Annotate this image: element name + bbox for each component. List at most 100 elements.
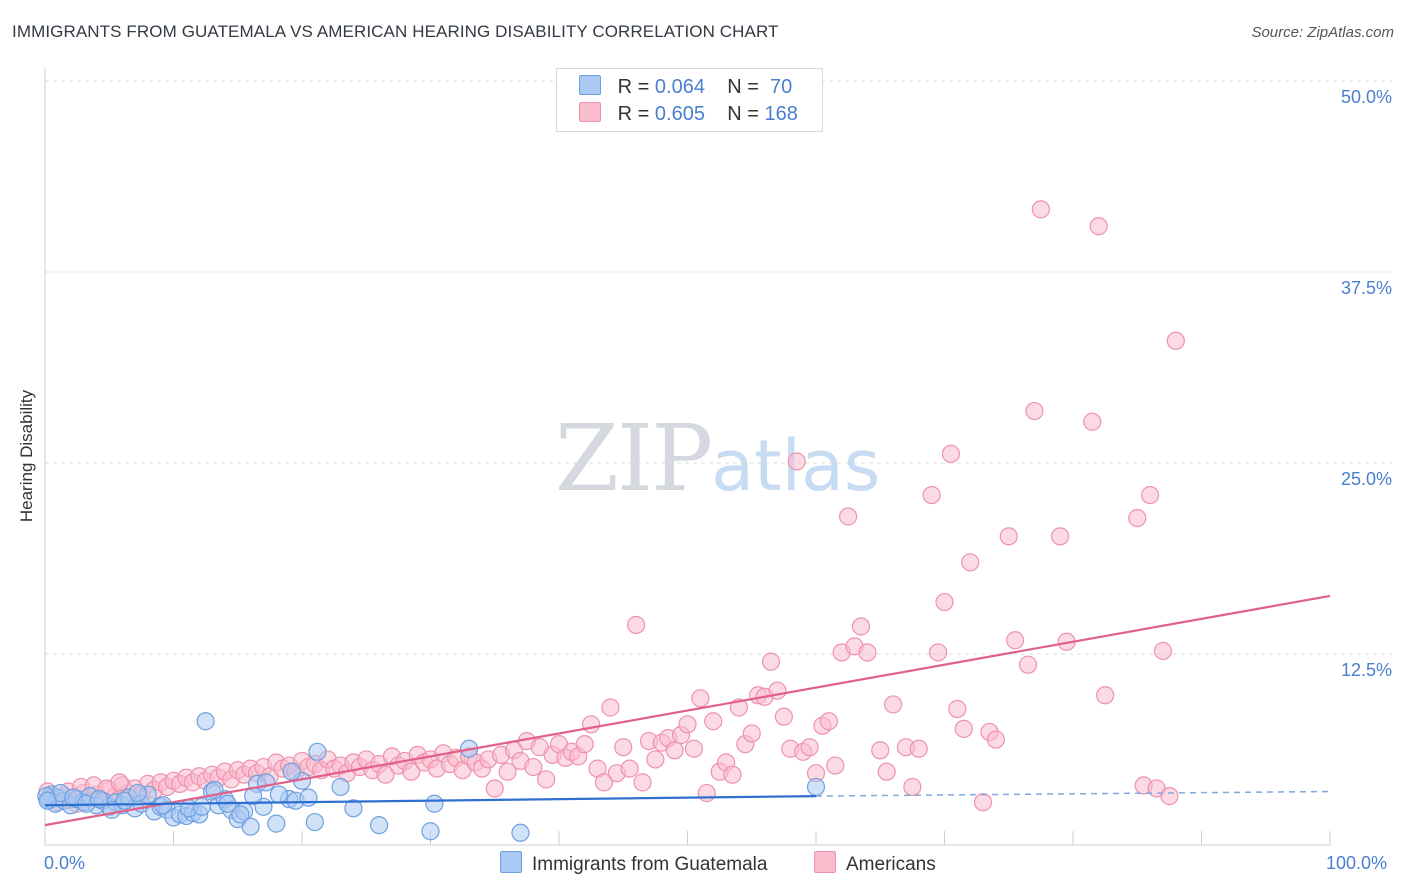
data-point <box>646 750 665 769</box>
data-point <box>537 770 556 789</box>
source-label: Source: ZipAtlas.com <box>1251 24 1394 41</box>
data-point <box>1051 527 1070 546</box>
bottom-legend-guatemala: Immigrants from Guatemala <box>500 851 767 877</box>
data-point <box>196 712 215 731</box>
trend-line-guatemala-extension <box>815 790 1331 797</box>
data-point <box>1025 401 1044 421</box>
data-point <box>633 773 652 792</box>
data-point <box>575 735 594 754</box>
bottom-legend-americans: Americans <box>814 851 936 877</box>
data-point <box>231 805 250 824</box>
y-tick-37-5: 37.5% <box>1340 278 1392 298</box>
data-point <box>1089 217 1108 236</box>
data-point <box>282 762 301 781</box>
data-point <box>986 730 1006 749</box>
data-point <box>1031 200 1050 219</box>
watermark-zip: ZIP <box>555 405 713 512</box>
data-point <box>697 783 716 803</box>
data-point <box>858 643 877 662</box>
data-point <box>774 707 793 726</box>
legend-r-value: 0.064 <box>654 76 705 98</box>
data-point <box>1006 631 1025 650</box>
data-point <box>948 699 967 719</box>
x-tick-0: 0.0% <box>44 853 86 873</box>
data-point <box>761 652 781 671</box>
y-tick-12-5: 12.5% <box>1340 660 1392 680</box>
grid-lines <box>45 80 1392 655</box>
data-point <box>485 779 504 798</box>
data-point <box>269 785 288 804</box>
data-point <box>787 452 806 471</box>
data-point <box>684 739 704 758</box>
data-point <box>511 823 530 842</box>
data-point <box>620 759 639 778</box>
legend-n-label: N = <box>727 76 759 98</box>
watermark: ZIPatlas <box>555 405 880 512</box>
data-point <box>903 777 922 797</box>
data-point <box>871 741 890 760</box>
data-point <box>742 724 761 743</box>
legend-r-label: R = <box>617 76 650 98</box>
data-point <box>498 762 517 781</box>
data-point <box>308 742 327 761</box>
legend-n-value: 168 <box>764 103 798 125</box>
data-point <box>806 777 826 797</box>
data-point <box>256 773 276 792</box>
data-point <box>704 712 723 731</box>
data-point <box>376 765 395 784</box>
data-point <box>1140 485 1160 505</box>
data-point <box>1160 787 1179 806</box>
data-point <box>851 617 871 636</box>
data-point <box>928 643 948 662</box>
data-point <box>883 695 903 714</box>
x-tick-100: 100.0% <box>1326 853 1388 873</box>
data-point <box>826 756 845 775</box>
data-point <box>128 783 147 803</box>
bottom-legend-label-guatemala: Immigrants from Guatemala <box>532 854 768 875</box>
data-point <box>665 741 684 760</box>
data-point <box>909 739 928 758</box>
data-point <box>1018 655 1038 674</box>
data-point <box>192 797 211 816</box>
chart-title: IMMIGRANTS FROM GUATEMALA VS AMERICAN HE… <box>12 22 779 41</box>
data-point <box>954 719 973 738</box>
data-point <box>267 814 286 833</box>
correlation-legend: R = 0.064 N = 70 R = 0.605 N = 168 <box>556 68 823 132</box>
data-point <box>305 812 324 832</box>
data-point <box>601 698 620 717</box>
data-point <box>38 791 57 810</box>
data-point <box>1153 641 1173 661</box>
data-point <box>678 715 697 734</box>
data-point <box>582 715 601 734</box>
data-point <box>614 738 633 757</box>
data-point <box>331 777 350 797</box>
data-point <box>1083 412 1102 431</box>
y-tick-50: 50.0% <box>1340 87 1392 107</box>
data-point <box>819 712 838 731</box>
data-point <box>89 790 109 809</box>
data-point <box>800 738 819 757</box>
data-point <box>1128 508 1147 528</box>
data-point <box>922 485 941 505</box>
legend-swatch-americans <box>579 102 601 122</box>
data-point <box>961 553 980 572</box>
data-point <box>421 822 440 841</box>
trend-line-guatemala <box>44 795 817 807</box>
data-point <box>973 793 993 812</box>
data-point <box>241 817 260 836</box>
data-point <box>1096 686 1115 705</box>
axes <box>44 68 1331 846</box>
bottom-legend-swatch-americans <box>814 851 836 873</box>
data-point <box>941 444 961 463</box>
data-point <box>999 527 1018 546</box>
trend-lines <box>44 594 1331 827</box>
data-point <box>425 794 444 813</box>
legend-r-label: R = <box>617 103 650 125</box>
bottom-legend-label-americans: Americans <box>846 854 936 875</box>
legend-r-value: 0.605 <box>654 103 705 125</box>
data-point <box>723 765 742 784</box>
data-point <box>344 799 363 818</box>
legend-row-americans: R = 0.605 N = 168 <box>579 102 798 126</box>
data-point <box>370 816 389 835</box>
